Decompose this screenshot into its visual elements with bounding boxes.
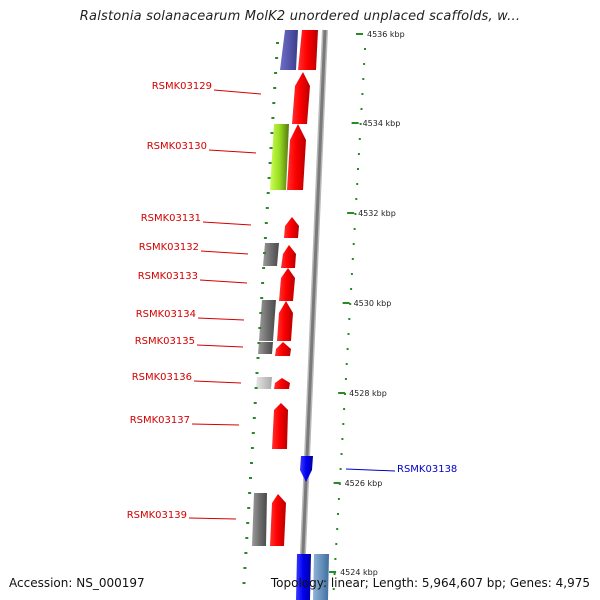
kbp-tick-label: 4528 kbp — [349, 389, 387, 398]
gene-block — [270, 124, 289, 190]
gene-label-leader — [197, 317, 245, 321]
gene-block — [274, 378, 290, 389]
kbp-tick — [333, 482, 341, 484]
gene-label-leader — [200, 250, 249, 255]
accession-text: Accession: NS_000197 — [9, 576, 145, 590]
gene-block — [277, 301, 293, 341]
chromosome-backbone — [298, 29, 328, 600]
gene-label-leader — [196, 344, 244, 348]
gene-block — [281, 245, 296, 268]
gene-label-leader — [191, 423, 240, 426]
kbp-tick-label: 4530 kbp — [354, 299, 392, 308]
gene-label-leader — [208, 149, 257, 154]
gene-label[interactable]: RSMK03136 — [132, 372, 192, 383]
kbp-tick — [329, 571, 337, 573]
gene-block — [272, 403, 288, 449]
gene-block — [279, 268, 295, 301]
map-title: Ralstonia solanacearum MolK2 unordered u… — [79, 9, 521, 24]
gene-block — [284, 217, 299, 238]
strand-dot-tracks — [242, 42, 366, 590]
gene-block — [258, 342, 273, 354]
purple-feature — [280, 30, 298, 70]
gene-block — [256, 377, 272, 389]
kbp-tick — [342, 302, 350, 304]
gene-block — [259, 300, 276, 341]
gene-labels: RSMK03129 RSMK03130 RSMK03131 RSMK03132 RSMK… — [127, 81, 458, 521]
gene-label[interactable]: RSMK03130 — [147, 141, 207, 152]
kbp-tick — [338, 392, 346, 394]
kbp-tick-label: 4526 kbp — [345, 479, 383, 488]
kbp-scale: 4536 kbp 4534 kbp 4532 kbp 4530 kbp 4528 kbp… — [329, 30, 405, 577]
gene-block — [313, 554, 329, 600]
kbp-tick — [351, 122, 359, 124]
gene-block — [263, 243, 279, 266]
topology-text: Topology: linear; Length: 5,964,607 bp; … — [270, 576, 590, 590]
gene-label-leader — [345, 468, 396, 472]
gene-blocks — [252, 72, 329, 600]
gene-block — [275, 342, 291, 356]
gene-label[interactable]: RSMK03133 — [138, 271, 198, 282]
red-feature-top — [298, 30, 318, 70]
gene-label-leader — [199, 279, 248, 284]
gene-block — [252, 493, 267, 546]
track-bars-top — [280, 30, 318, 70]
gene-label[interactable]: RSMK03139 — [127, 510, 187, 521]
kbp-tick-label: 4536 kbp — [367, 30, 405, 39]
gene-block — [287, 124, 306, 190]
kbp-tick — [347, 212, 355, 214]
gene-block — [296, 554, 311, 600]
kbp-tick-label: 4532 kbp — [358, 209, 396, 218]
gene-label[interactable]: RSMK03131 — [141, 213, 201, 224]
gene-block — [300, 456, 313, 482]
gene-label[interactable]: RSMK03135 — [135, 336, 195, 347]
gene-label[interactable]: RSMK03138 — [397, 464, 457, 475]
kbp-tick — [356, 33, 363, 35]
gene-block — [270, 494, 286, 546]
kbp-tick-label: 4524 kbp — [340, 568, 378, 577]
gene-label-leader — [202, 221, 252, 226]
gene-label[interactable]: RSMK03134 — [136, 309, 196, 320]
gene-label-leader — [213, 89, 262, 95]
gene-label[interactable]: RSMK03137 — [130, 415, 190, 426]
gene-label-leader — [193, 380, 242, 384]
gene-block — [292, 72, 310, 124]
gene-label-leader — [188, 517, 237, 520]
kbp-tick-label: 4534 kbp — [363, 119, 401, 128]
gene-label[interactable]: RSMK03129 — [152, 81, 212, 92]
gene-label[interactable]: RSMK03132 — [139, 242, 199, 253]
